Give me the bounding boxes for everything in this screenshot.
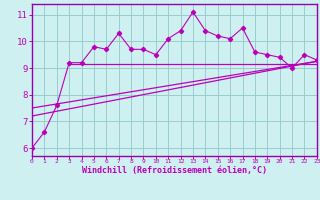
X-axis label: Windchill (Refroidissement éolien,°C): Windchill (Refroidissement éolien,°C) xyxy=(82,166,267,175)
